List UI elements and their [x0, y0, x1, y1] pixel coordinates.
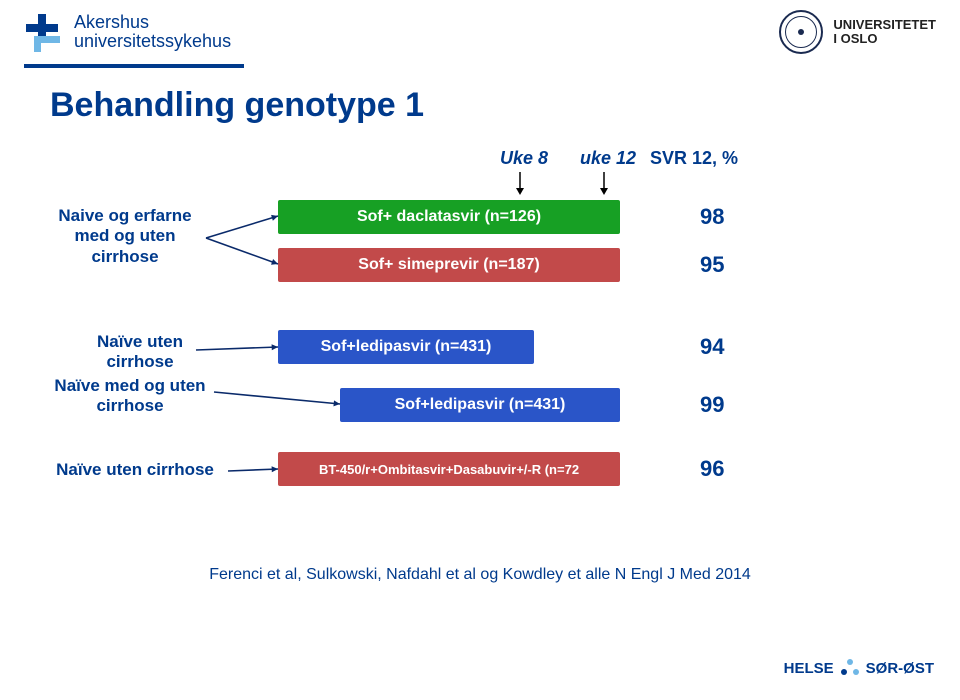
col-uke8: Uke 8: [500, 148, 548, 169]
sorost-text: SØR-ØST: [866, 660, 934, 677]
helse-text: HELSE: [784, 660, 834, 677]
top-rule: [24, 64, 244, 68]
uio-line1: UNIVERSITETET: [833, 18, 936, 32]
treatment-bar: Sof+ daclatasvir (n=126): [278, 200, 620, 234]
ahus-logo: Akershus universitetssykehus: [24, 12, 231, 52]
topbar: Akershus universitetssykehus UNIVERSITET…: [0, 0, 960, 64]
treatment-bar: BT-450/r+Ombitasvir+Dasabuvir+/-R (n=72: [278, 452, 620, 486]
ahus-icon: [24, 12, 64, 52]
ahus-line2: universitetssykehus: [74, 32, 231, 51]
uio-line2: I OSLO: [833, 32, 936, 46]
group-label: Naïve utencirrhose: [60, 332, 220, 373]
ahus-text: Akershus universitetssykehus: [74, 13, 231, 51]
citation: Ferenci et al, Sulkowski, Nafdahl et al …: [0, 566, 960, 584]
svr-value: 99: [700, 392, 724, 418]
connector-arrow-icon: [210, 388, 344, 408]
svr-value: 94: [700, 334, 724, 360]
svr-value: 95: [700, 252, 724, 278]
group-label: Naïve uten cirrhose: [30, 460, 240, 480]
group-label: Naive og erfarnemed og utencirrhose: [30, 206, 220, 267]
page-title: Behandling genotype 1: [50, 86, 424, 125]
dots-icon: [840, 658, 860, 678]
treatment-bar: Sof+ledipasvir (n=431): [278, 330, 534, 364]
arrow-uke8-icon: [514, 172, 526, 196]
uio-seal-icon: [779, 10, 823, 54]
treatment-bar: Sof+ledipasvir (n=431): [340, 388, 620, 422]
uio-text: UNIVERSITETET I OSLO: [833, 18, 936, 45]
col-uke12: uke 12: [580, 148, 636, 169]
group-label: Naïve med og utencirrhose: [30, 376, 230, 417]
svr-value: 98: [700, 204, 724, 230]
footer-helse-logo: HELSE SØR-ØST: [784, 658, 934, 678]
treatment-bar: Sof+ simeprevir (n=187): [278, 248, 620, 282]
ahus-line1: Akershus: [74, 13, 231, 32]
svr-value: 96: [700, 456, 724, 482]
uio-logo: UNIVERSITETET I OSLO: [779, 10, 936, 54]
arrow-uke12-icon: [598, 172, 610, 196]
col-svr: SVR 12, %: [650, 148, 738, 169]
